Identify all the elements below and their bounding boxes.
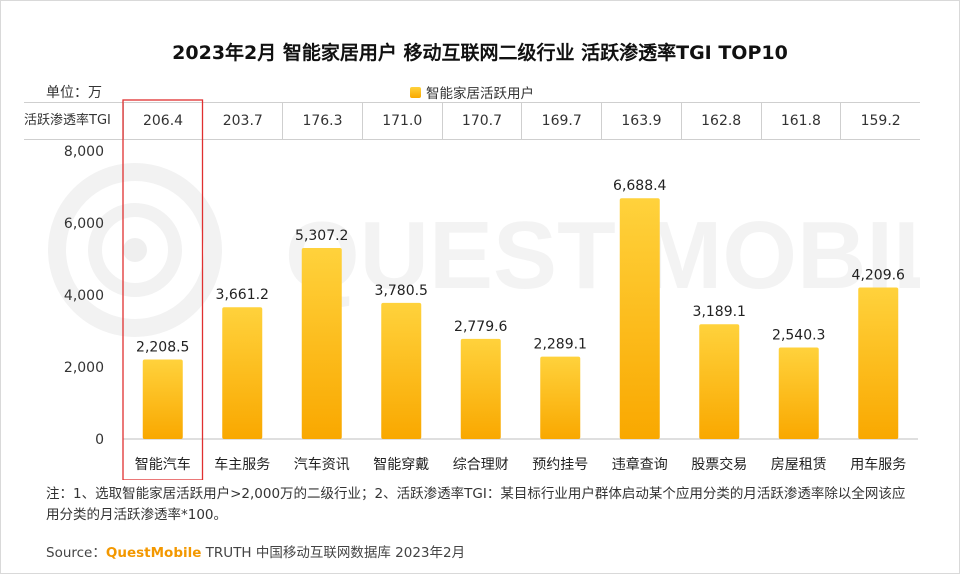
data-label: 2,779.6 (454, 319, 508, 335)
bar (142, 359, 183, 439)
x-tick-label: 预约挂号 (532, 457, 588, 473)
highlight-box (122, 99, 204, 480)
data-label: 5,307.2 (295, 228, 348, 244)
data-label: 3,780.5 (375, 283, 428, 299)
legend-label: 智能家居活跃用户 (426, 86, 534, 102)
bar (540, 356, 581, 439)
x-tick-label: 智能穿戴 (373, 457, 429, 473)
legend: 智能家居活跃用户 (410, 82, 534, 102)
data-label: 2,540.3 (772, 328, 825, 344)
x-tick-label: 综合理财 (453, 457, 509, 473)
bar (619, 198, 660, 439)
y-tick-label: 6,000 (64, 216, 104, 232)
tgi-cell: 163.9 (602, 103, 682, 139)
y-tick-label: 4,000 (64, 288, 104, 304)
data-label: 6,688.4 (613, 178, 667, 194)
y-tick-label: 0 (95, 432, 104, 448)
y-tick-label: 8,000 (64, 144, 104, 160)
source-rest: TRUTH 中国移动互联网数据库 2023年2月 (201, 545, 466, 561)
bar (699, 324, 740, 439)
y-tick-label: 2,000 (64, 360, 104, 376)
tgi-cell: 161.8 (762, 103, 842, 139)
tgi-cell: 159.2 (860, 113, 901, 129)
tgi-cell: 170.7 (443, 103, 523, 139)
bar (301, 247, 342, 439)
data-label: 4,209.6 (852, 267, 906, 283)
tgi-cell: 203.7 (203, 103, 284, 139)
tgi-table: 活跃渗透率TGI 206.4 203.7 176.3 171.0 170.7 1… (24, 102, 920, 140)
tgi-cell: 176.3 (283, 103, 363, 139)
footnote: 注：1、选取智能家居活跃用户>2,000万的二级行业；2、活跃渗透率TGI：某目… (46, 486, 906, 523)
bar (381, 302, 422, 439)
source-prefix: Source： (46, 545, 106, 561)
legend-swatch (410, 86, 421, 98)
chart-title: 2023年2月 智能家居用户 移动互联网二级行业 活跃渗透率TGI TOP10 (172, 42, 788, 64)
x-tick-label: 车主服务 (214, 456, 270, 473)
unit-label: 单位：万 (46, 85, 102, 101)
x-tick-label: 智能汽车 (135, 456, 191, 473)
x-tick-label: 房屋租赁 (771, 457, 827, 473)
source-brand: QuestMobile (105, 545, 202, 561)
watermark-logo: QUEST MOBILE (48, 163, 920, 337)
x-tick-label: 汽车资讯 (294, 456, 350, 473)
tgi-cell: 171.0 (363, 103, 443, 139)
bar-chart: 0 2,000 4,000 6,000 8,000 2,208.5 智能汽车 3,661.2 车… (64, 99, 918, 480)
tgi-cell: 162.8 (682, 103, 762, 139)
bar (222, 307, 263, 439)
source-line: Source：QuestMobile TRUTH 中国移动互联网数据库 2023… (46, 541, 465, 561)
x-tick-label: 违章查询 (612, 456, 668, 473)
x-tick-label: 用车服务 (850, 456, 906, 473)
data-label: 3,661.2 (216, 287, 269, 303)
data-label: 2,208.5 (136, 339, 189, 355)
svg-text:QUEST MOBILE: QUEST MOBILE (285, 202, 920, 309)
x-tick-label: 股票交易 (691, 456, 747, 473)
bar (460, 338, 501, 439)
bar (858, 287, 899, 439)
bar (778, 347, 819, 439)
tgi-cell: 169.7 (522, 103, 603, 139)
data-label: 3,189.1 (693, 304, 746, 320)
data-label: 2,289.1 (534, 337, 587, 353)
